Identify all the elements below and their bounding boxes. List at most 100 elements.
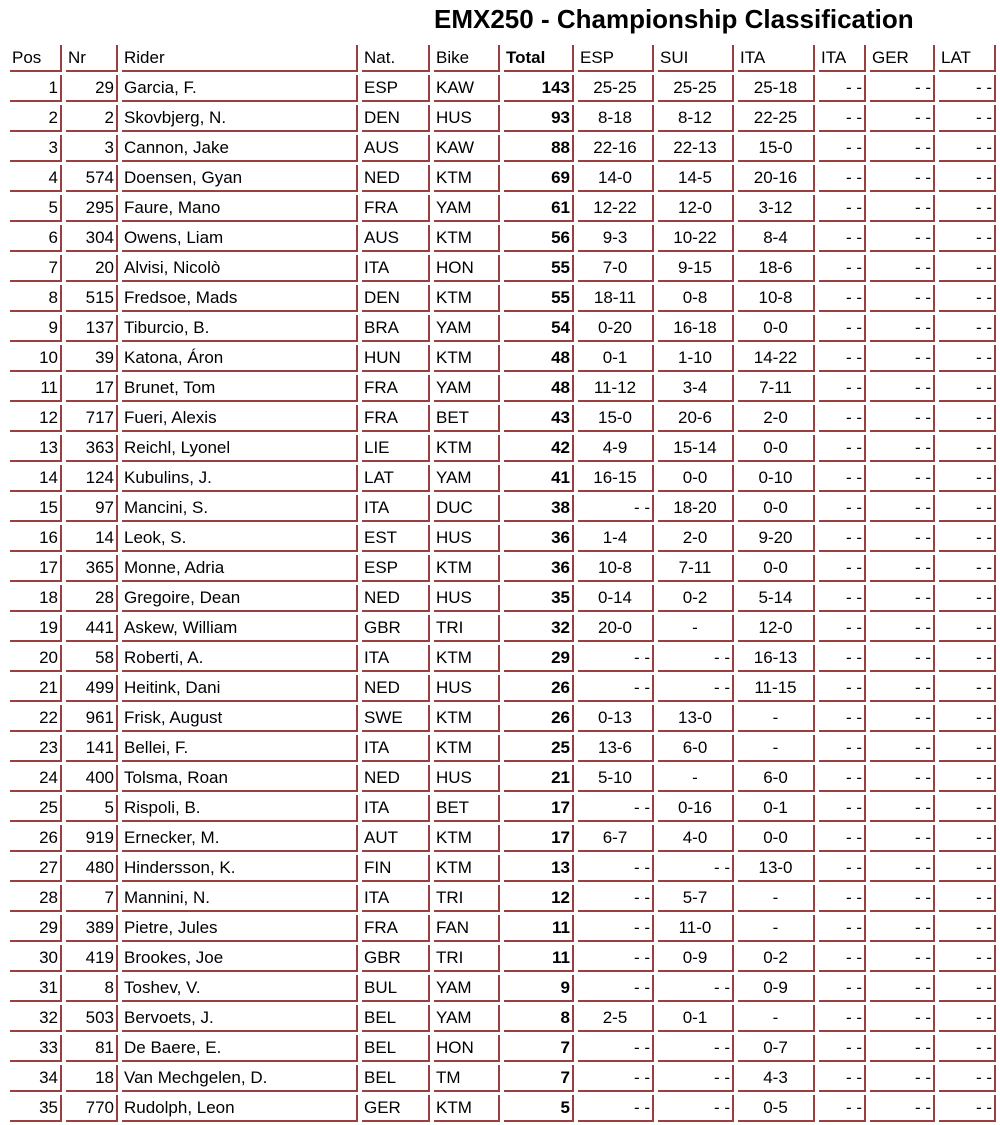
- round-sui-cell: 22-13: [658, 135, 734, 162]
- round-ger-cell: - -: [870, 75, 935, 102]
- round-lat-cell: - -: [939, 975, 996, 1002]
- number-cell: 770: [66, 1095, 118, 1122]
- bike-cell: KTM: [434, 555, 500, 582]
- pos-cell: 3: [10, 135, 62, 162]
- rider-cell: Reichl, Lyonel: [122, 435, 358, 462]
- column-header-round-ger: GER: [870, 45, 935, 72]
- bike-cell: HON: [434, 255, 500, 282]
- nationality-cell: AUT: [362, 825, 430, 852]
- round-ita-cell: 0-0: [738, 825, 815, 852]
- rider-cell: Tiburcio, B.: [122, 315, 358, 342]
- nationality-cell: FIN: [362, 855, 430, 882]
- round-ita-cell: 25-18: [738, 75, 815, 102]
- round-ita-2-cell: - -: [819, 735, 866, 762]
- round-esp-cell: 16-15: [578, 465, 654, 492]
- table-row: 21 499 Heitink, Dani NED HUS 26- -- -11-15- -…: [10, 675, 996, 702]
- round-sui-cell: -: [658, 765, 734, 792]
- round-ger-cell: - -: [870, 705, 935, 732]
- number-cell: 717: [66, 405, 118, 432]
- rider-cell: Cannon, Jake: [122, 135, 358, 162]
- table-row: 17 365 Monne, Adria ESP KTM 36 10-8 7-11 0-0- --…: [10, 555, 996, 582]
- round-lat-cell: - -: [939, 405, 996, 432]
- round-sui-cell: 14-5: [658, 165, 734, 192]
- column-header-round-ita-2: ITA: [819, 45, 866, 72]
- total-cell: 32: [504, 615, 574, 642]
- table-row: 35 770 Rudolph, Leon GER KTM 5- -- -0-5- -- -…: [10, 1095, 996, 1122]
- bike-cell: YAM: [434, 315, 500, 342]
- round-ita-2-cell: - -: [819, 975, 866, 1002]
- round-ita-2-cell: - -: [819, 255, 866, 282]
- round-ita-2-cell: - -: [819, 645, 866, 672]
- round-sui-cell: - -: [658, 855, 734, 882]
- round-sui-cell: 0-8: [658, 285, 734, 312]
- round-ita-cell: 8-4: [738, 225, 815, 252]
- round-esp-cell: 7-0: [578, 255, 654, 282]
- number-cell: 3: [66, 135, 118, 162]
- pos-cell: 20: [10, 645, 62, 672]
- total-cell: 36: [504, 555, 574, 582]
- round-ger-cell: - -: [870, 795, 935, 822]
- round-ita-2-cell: - -: [819, 525, 866, 552]
- round-ita-cell: 9-20: [738, 525, 815, 552]
- bike-cell: KTM: [434, 1095, 500, 1122]
- number-cell: 503: [66, 1005, 118, 1032]
- round-ger-cell: - -: [870, 525, 935, 552]
- round-esp-cell: 12-22: [578, 195, 654, 222]
- pos-cell: 13: [10, 435, 62, 462]
- table-row: 1 29 Garcia, F. ESP KAW 143 25-25 25-25 25-18- -…: [10, 75, 996, 102]
- total-cell: 17: [504, 795, 574, 822]
- round-ger-cell: - -: [870, 975, 935, 1002]
- round-sui-cell: 20-6: [658, 405, 734, 432]
- pos-cell: 19: [10, 615, 62, 642]
- round-ger-cell: - -: [870, 195, 935, 222]
- number-cell: 400: [66, 765, 118, 792]
- round-lat-cell: - -: [939, 195, 996, 222]
- bike-cell: HUS: [434, 105, 500, 132]
- bike-cell: TRI: [434, 615, 500, 642]
- round-ita-cell: 0-2: [738, 945, 815, 972]
- number-cell: 17: [66, 375, 118, 402]
- total-cell: 93: [504, 105, 574, 132]
- round-lat-cell: - -: [939, 795, 996, 822]
- nationality-cell: BEL: [362, 1005, 430, 1032]
- bike-cell: YAM: [434, 465, 500, 492]
- round-ita-cell: 0-9: [738, 975, 815, 1002]
- round-ita-2-cell: - -: [819, 105, 866, 132]
- table-row: 34 18 Van Mechgelen, D. BEL TM 7- -- -4-3- --…: [10, 1065, 996, 1092]
- number-cell: 97: [66, 495, 118, 522]
- round-ita-cell: 16-13: [738, 645, 815, 672]
- nationality-cell: ITA: [362, 795, 430, 822]
- round-ita-cell: 7-11: [738, 375, 815, 402]
- nationality-cell: EST: [362, 525, 430, 552]
- nationality-cell: BEL: [362, 1035, 430, 1062]
- round-ita-2-cell: - -: [819, 855, 866, 882]
- rider-cell: Monne, Adria: [122, 555, 358, 582]
- round-sui-cell: 7-11: [658, 555, 734, 582]
- round-ita-2-cell: - -: [819, 165, 866, 192]
- table-row: 26 919 Ernecker, M. AUT KTM 17 6-7 4-0 0-0- -- -…: [10, 825, 996, 852]
- round-ita-2-cell: - -: [819, 1095, 866, 1122]
- rider-cell: Roberti, A.: [122, 645, 358, 672]
- round-ger-cell: - -: [870, 675, 935, 702]
- nationality-cell: GBR: [362, 945, 430, 972]
- round-ita-cell: 2-0: [738, 405, 815, 432]
- round-ita-2-cell: - -: [819, 435, 866, 462]
- rider-cell: Fueri, Alexis: [122, 405, 358, 432]
- total-cell: 143: [504, 75, 574, 102]
- total-cell: 5: [504, 1095, 574, 1122]
- round-ita-cell: 0-0: [738, 555, 815, 582]
- bike-cell: TRI: [434, 945, 500, 972]
- table-row: 32 503 Bervoets, J. BEL YAM 8 2-5 0-1- - -- -- -: [10, 1005, 996, 1032]
- round-ita-cell: 10-8: [738, 285, 815, 312]
- round-ita-2-cell: - -: [819, 825, 866, 852]
- total-cell: 11: [504, 945, 574, 972]
- table-row: 23 141 Bellei, F. ITA KTM 25 13-6 6-0- - -- -- -: [10, 735, 996, 762]
- nationality-cell: LIE: [362, 435, 430, 462]
- column-header-total: Total: [504, 45, 574, 72]
- pos-cell: 33: [10, 1035, 62, 1062]
- total-cell: 7: [504, 1035, 574, 1062]
- round-sui-cell: 9-15: [658, 255, 734, 282]
- rider-cell: Alvisi, Nicolò: [122, 255, 358, 282]
- bike-cell: HON: [434, 1035, 500, 1062]
- round-lat-cell: - -: [939, 375, 996, 402]
